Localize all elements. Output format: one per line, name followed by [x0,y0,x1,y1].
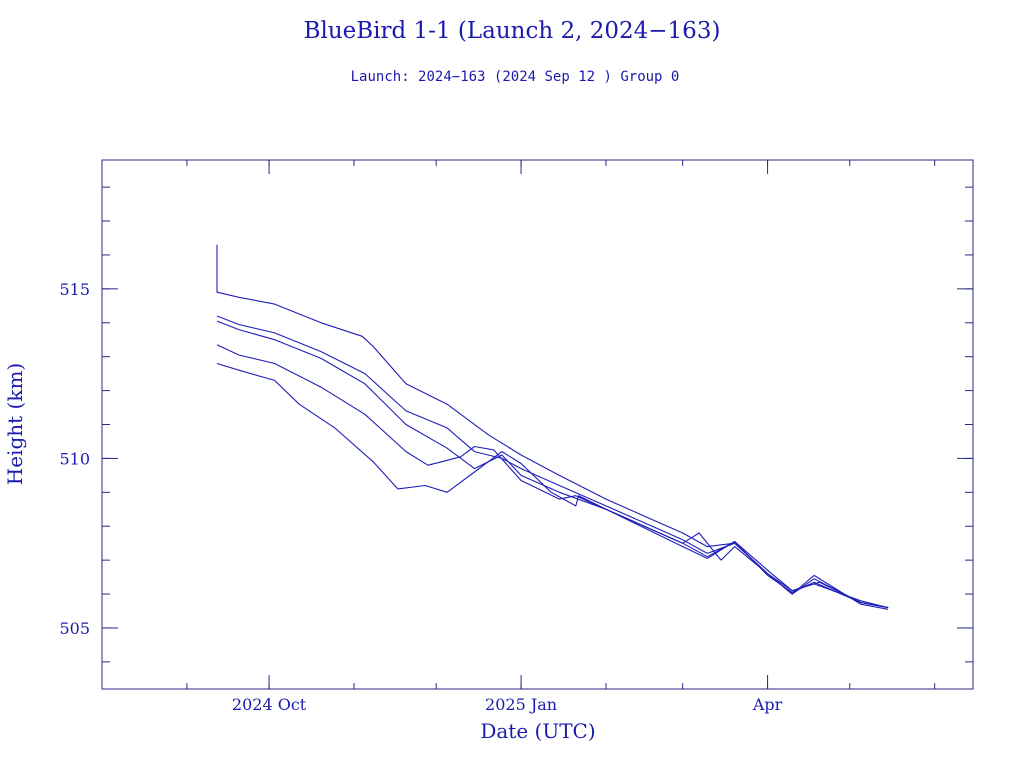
series-layer [216,244,889,610]
x-tick-label: Apr [752,695,783,714]
chart-subtitle: Launch: 2024−163 (2024 Sep 12 ) Group 0 [351,69,680,85]
y-axis-label: Height (km) [3,363,27,485]
series-line-4 [216,344,889,609]
tick-label-layer: 505 510 515 2024 Oct 2025 Jan Apr [59,280,782,714]
chart-title: BlueBird 1-1 (Launch 2, 2024−163) [304,18,721,44]
tick-layer [102,160,973,689]
plot-frame [101,159,974,690]
series-line-3 [216,320,889,609]
x-tick-label: 2024 Oct [232,695,307,714]
series-line-2 [216,315,889,610]
series-line-1 [216,244,889,609]
x-axis-label: Date (UTC) [480,719,595,743]
x-tick-label: 2025 Jan [485,695,557,714]
y-tick-label: 505 [59,619,90,638]
series-line-5 [216,362,889,609]
y-tick-label: 515 [59,280,90,299]
y-tick-label: 510 [59,449,90,468]
